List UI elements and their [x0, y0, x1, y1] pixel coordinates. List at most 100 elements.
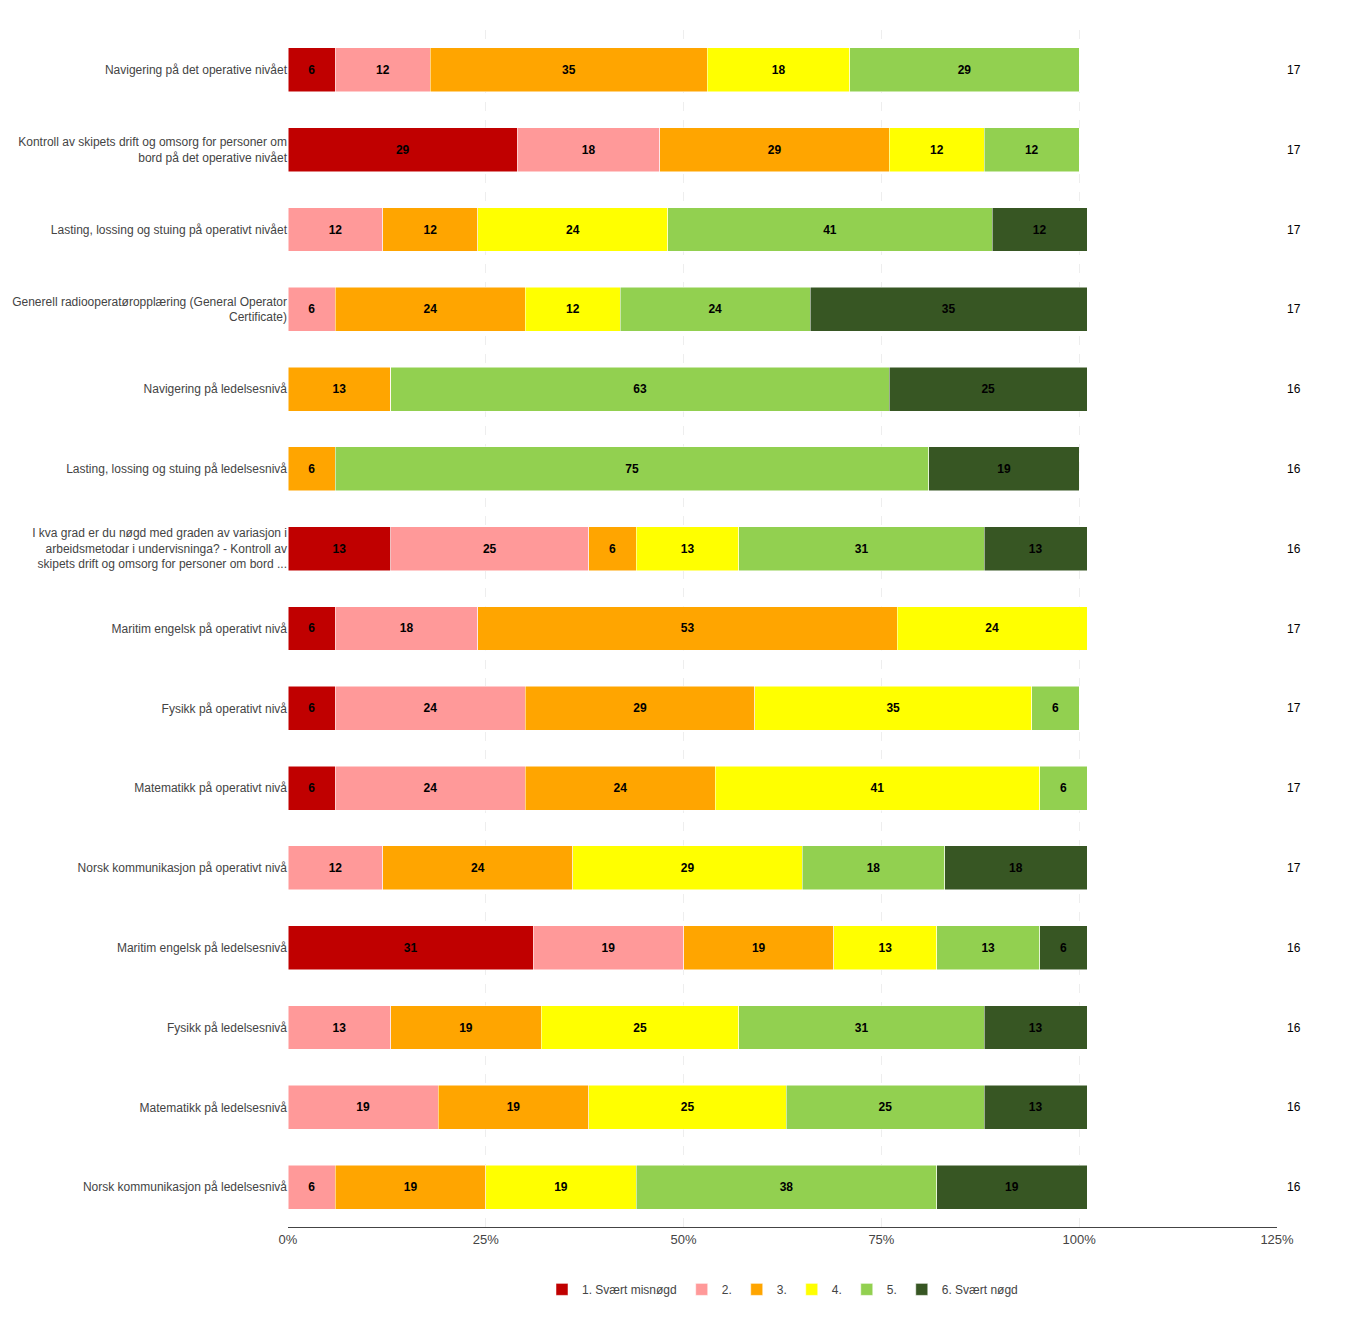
svg-text:6: 6 [308, 462, 315, 476]
svg-text:12: 12 [329, 223, 343, 237]
svg-text:6: 6 [609, 542, 616, 556]
svg-text:18: 18 [1009, 861, 1023, 875]
svg-text:6: 6 [1060, 941, 1067, 955]
svg-text:1. Svært misnøgd: 1. Svært misnøgd [582, 1283, 677, 1297]
svg-text:29: 29 [768, 143, 782, 157]
svg-text:13: 13 [681, 542, 695, 556]
svg-text:17: 17 [1287, 143, 1301, 157]
svg-text:6: 6 [308, 1180, 315, 1194]
svg-text:13: 13 [333, 542, 347, 556]
svg-text:Norsk kommunikasjon på operati: Norsk kommunikasjon på operativt nivå [78, 861, 288, 875]
svg-text:Norsk kommunikasjon på ledelse: Norsk kommunikasjon på ledelsesnivå [83, 1180, 287, 1194]
svg-text:18: 18 [400, 621, 414, 635]
svg-text:Generell radiooperatøropplærin: Generell radiooperatøropplæring (General… [12, 295, 287, 325]
svg-text:16: 16 [1287, 462, 1301, 476]
svg-text:16: 16 [1287, 542, 1301, 556]
svg-text:6: 6 [1060, 781, 1067, 795]
svg-text:16: 16 [1287, 382, 1301, 396]
svg-text:19: 19 [752, 941, 766, 955]
svg-text:75%: 75% [868, 1232, 894, 1247]
svg-text:Lasting, lossing og stuing på: Lasting, lossing og stuing på ledelsesni… [66, 462, 287, 476]
svg-text:6: 6 [308, 63, 315, 77]
svg-text:17: 17 [1287, 701, 1301, 715]
svg-text:6: 6 [308, 621, 315, 635]
svg-text:63: 63 [633, 382, 647, 396]
svg-text:25: 25 [633, 1021, 647, 1035]
svg-text:25: 25 [681, 1100, 695, 1114]
svg-text:6. Svært nøgd: 6. Svært nøgd [942, 1283, 1018, 1297]
svg-text:29: 29 [396, 143, 410, 157]
svg-text:Navigering på ledelsesnivå: Navigering på ledelsesnivå [144, 382, 288, 396]
svg-text:Fysikk på operativt nivå: Fysikk på operativt nivå [162, 702, 288, 716]
svg-text:17: 17 [1287, 63, 1301, 77]
svg-text:24: 24 [424, 781, 438, 795]
svg-text:38: 38 [780, 1180, 794, 1194]
svg-text:24: 24 [566, 223, 580, 237]
svg-text:13: 13 [981, 941, 995, 955]
svg-text:16: 16 [1287, 1021, 1301, 1035]
svg-text:19: 19 [507, 1100, 521, 1114]
svg-text:16: 16 [1287, 941, 1301, 955]
svg-text:24: 24 [613, 781, 627, 795]
svg-text:100%: 100% [1063, 1232, 1097, 1247]
svg-text:12: 12 [1033, 223, 1047, 237]
svg-text:17: 17 [1287, 302, 1301, 316]
svg-text:24: 24 [985, 621, 999, 635]
svg-text:Fysikk på ledelsesnivå: Fysikk på ledelsesnivå [167, 1021, 287, 1035]
svg-text:6: 6 [308, 302, 315, 316]
svg-text:Lasting, lossing og stuing på: Lasting, lossing og stuing på operativt … [51, 223, 288, 237]
svg-text:35: 35 [942, 302, 956, 316]
svg-text:6: 6 [308, 781, 315, 795]
svg-text:25: 25 [483, 542, 497, 556]
svg-text:17: 17 [1287, 622, 1301, 636]
svg-text:13: 13 [333, 1021, 347, 1035]
svg-text:5.: 5. [887, 1283, 897, 1297]
svg-text:19: 19 [356, 1100, 370, 1114]
svg-text:41: 41 [823, 223, 837, 237]
svg-text:19: 19 [459, 1021, 473, 1035]
svg-text:25: 25 [981, 382, 995, 396]
svg-text:Maritim engelsk på operativt n: Maritim engelsk på operativt nivå [112, 622, 288, 636]
svg-text:13: 13 [1029, 542, 1043, 556]
svg-text:Maritim engelsk på ledelsesniv: Maritim engelsk på ledelsesnivå [117, 941, 287, 955]
svg-text:12: 12 [329, 861, 343, 875]
svg-text:25%: 25% [473, 1232, 499, 1247]
svg-text:12: 12 [424, 223, 438, 237]
svg-text:24: 24 [471, 861, 485, 875]
svg-text:24: 24 [424, 302, 438, 316]
svg-text:6: 6 [1052, 701, 1059, 715]
svg-text:18: 18 [772, 63, 786, 77]
svg-text:6: 6 [308, 701, 315, 715]
svg-text:50%: 50% [671, 1232, 697, 1247]
svg-text:19: 19 [1005, 1180, 1019, 1194]
svg-text:12: 12 [376, 63, 390, 77]
svg-text:18: 18 [867, 861, 881, 875]
svg-text:31: 31 [404, 941, 418, 955]
svg-text:18: 18 [582, 143, 596, 157]
svg-text:19: 19 [554, 1180, 568, 1194]
svg-text:16: 16 [1287, 1100, 1301, 1114]
svg-text:Kontroll av skipets drift og o: Kontroll av skipets drift og omsorg for … [18, 135, 287, 165]
svg-text:31: 31 [855, 542, 869, 556]
svg-text:31: 31 [855, 1021, 869, 1035]
svg-text:0%: 0% [279, 1232, 298, 1247]
svg-text:53: 53 [681, 621, 695, 635]
svg-text:29: 29 [681, 861, 695, 875]
svg-text:75: 75 [625, 462, 639, 476]
svg-text:17: 17 [1287, 223, 1301, 237]
svg-text:19: 19 [404, 1180, 418, 1194]
svg-text:12: 12 [1025, 143, 1039, 157]
svg-text:12: 12 [566, 302, 580, 316]
svg-text:13: 13 [1029, 1021, 1043, 1035]
svg-text:19: 19 [602, 941, 616, 955]
svg-text:16: 16 [1287, 1180, 1301, 1194]
svg-text:12: 12 [930, 143, 944, 157]
svg-text:Navigering på det operative ni: Navigering på det operative nivået [105, 63, 288, 77]
svg-text:Matematikk på ledelsesnivå: Matematikk på ledelsesnivå [140, 1101, 288, 1115]
svg-text:I kva grad er du nøgd med grad: I kva grad er du nøgd med graden av vari… [32, 526, 287, 571]
svg-text:13: 13 [1029, 1100, 1043, 1114]
svg-text:2.: 2. [722, 1283, 732, 1297]
svg-text:3.: 3. [777, 1283, 787, 1297]
svg-text:125%: 125% [1260, 1232, 1294, 1247]
svg-text:35: 35 [886, 701, 900, 715]
